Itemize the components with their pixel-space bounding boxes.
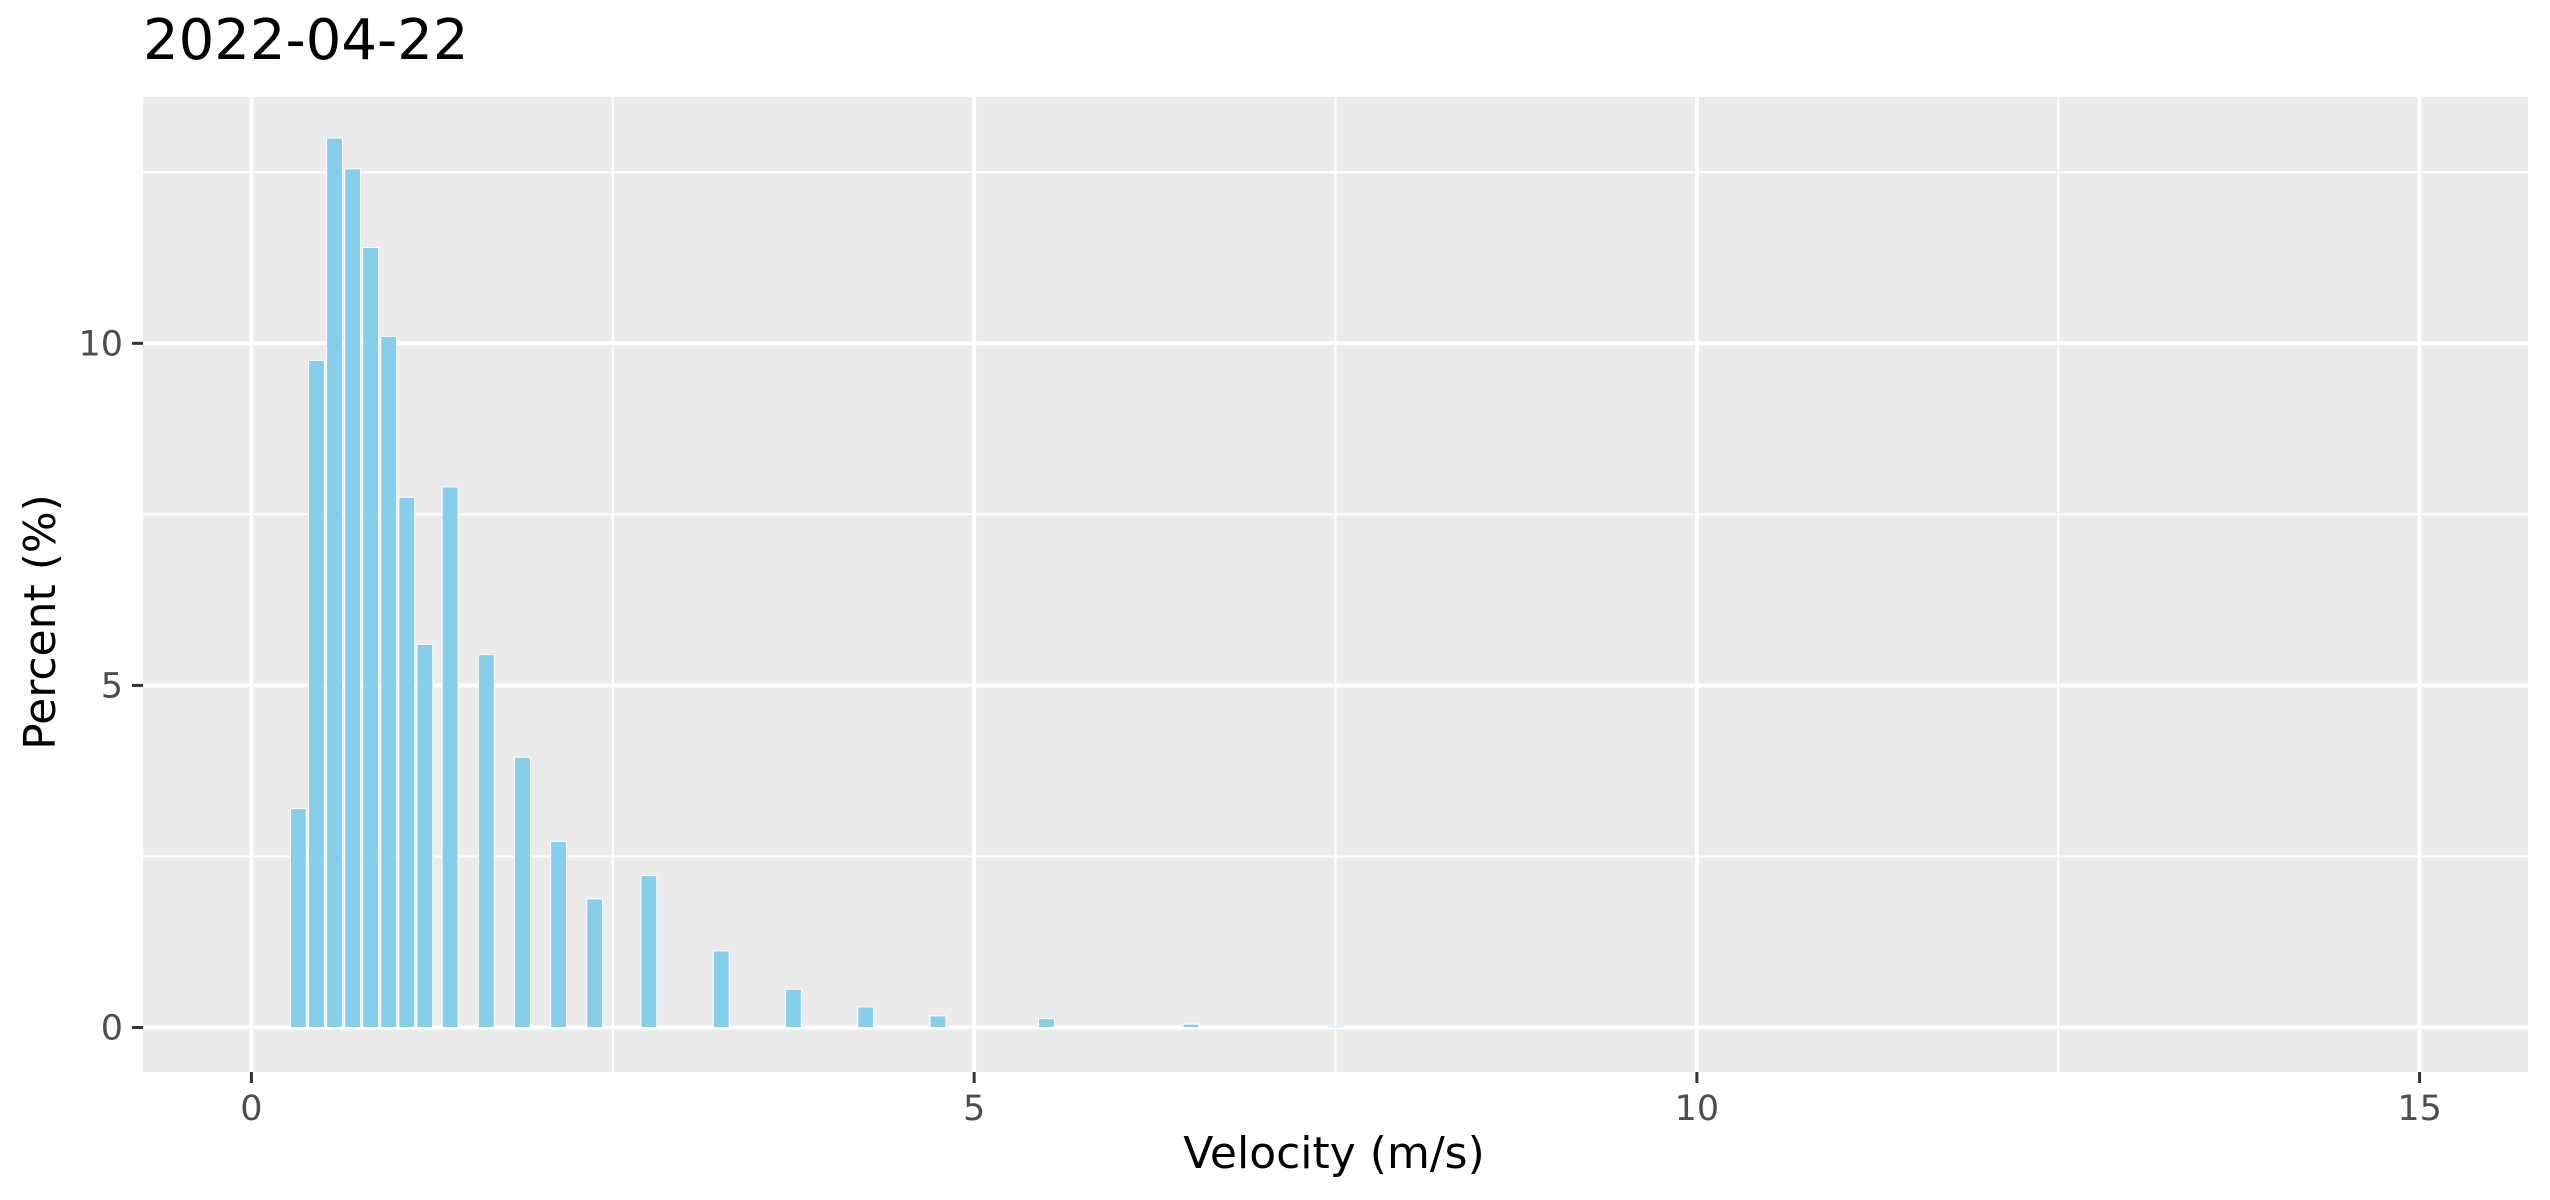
bar (380, 335, 398, 1029)
bar (441, 486, 459, 1029)
bar (1037, 1018, 1055, 1029)
y-tick-label: 5 (101, 666, 123, 706)
x-tick-label: 5 (963, 1089, 985, 1129)
bar (362, 247, 380, 1029)
bar (785, 988, 802, 1029)
chart-title: 2022-04-22 (143, 8, 469, 73)
bar (929, 1015, 947, 1029)
x-tick-label: 10 (1675, 1089, 1720, 1129)
bar (1327, 1025, 1344, 1029)
x-tick-label: 0 (240, 1089, 262, 1129)
bars (289, 137, 1634, 1029)
bar (550, 840, 568, 1029)
minor-gridlines (143, 97, 2528, 1072)
bar (289, 808, 307, 1029)
x-axis: 0 5 10 15 (240, 1072, 2442, 1129)
bar (1616, 1026, 1634, 1029)
bar (640, 875, 658, 1029)
bar (712, 950, 730, 1029)
y-axis-label: Percent (%) (15, 494, 66, 750)
bar (398, 496, 416, 1029)
bar (857, 1006, 875, 1029)
bar (308, 359, 325, 1029)
bar (513, 756, 531, 1029)
bar (326, 137, 343, 1029)
bar (586, 898, 604, 1029)
y-axis: 0 5 10 (78, 324, 143, 1049)
bar (1471, 1026, 1489, 1029)
bar (477, 654, 495, 1029)
x-tick-label: 15 (2397, 1089, 2442, 1129)
bar (344, 168, 362, 1029)
bar (416, 643, 434, 1029)
y-tick-label: 0 (101, 1009, 123, 1049)
y-tick-label: 10 (78, 324, 123, 364)
bar (1182, 1023, 1200, 1029)
x-axis-label: Velocity (m/s) (1183, 1128, 1485, 1179)
